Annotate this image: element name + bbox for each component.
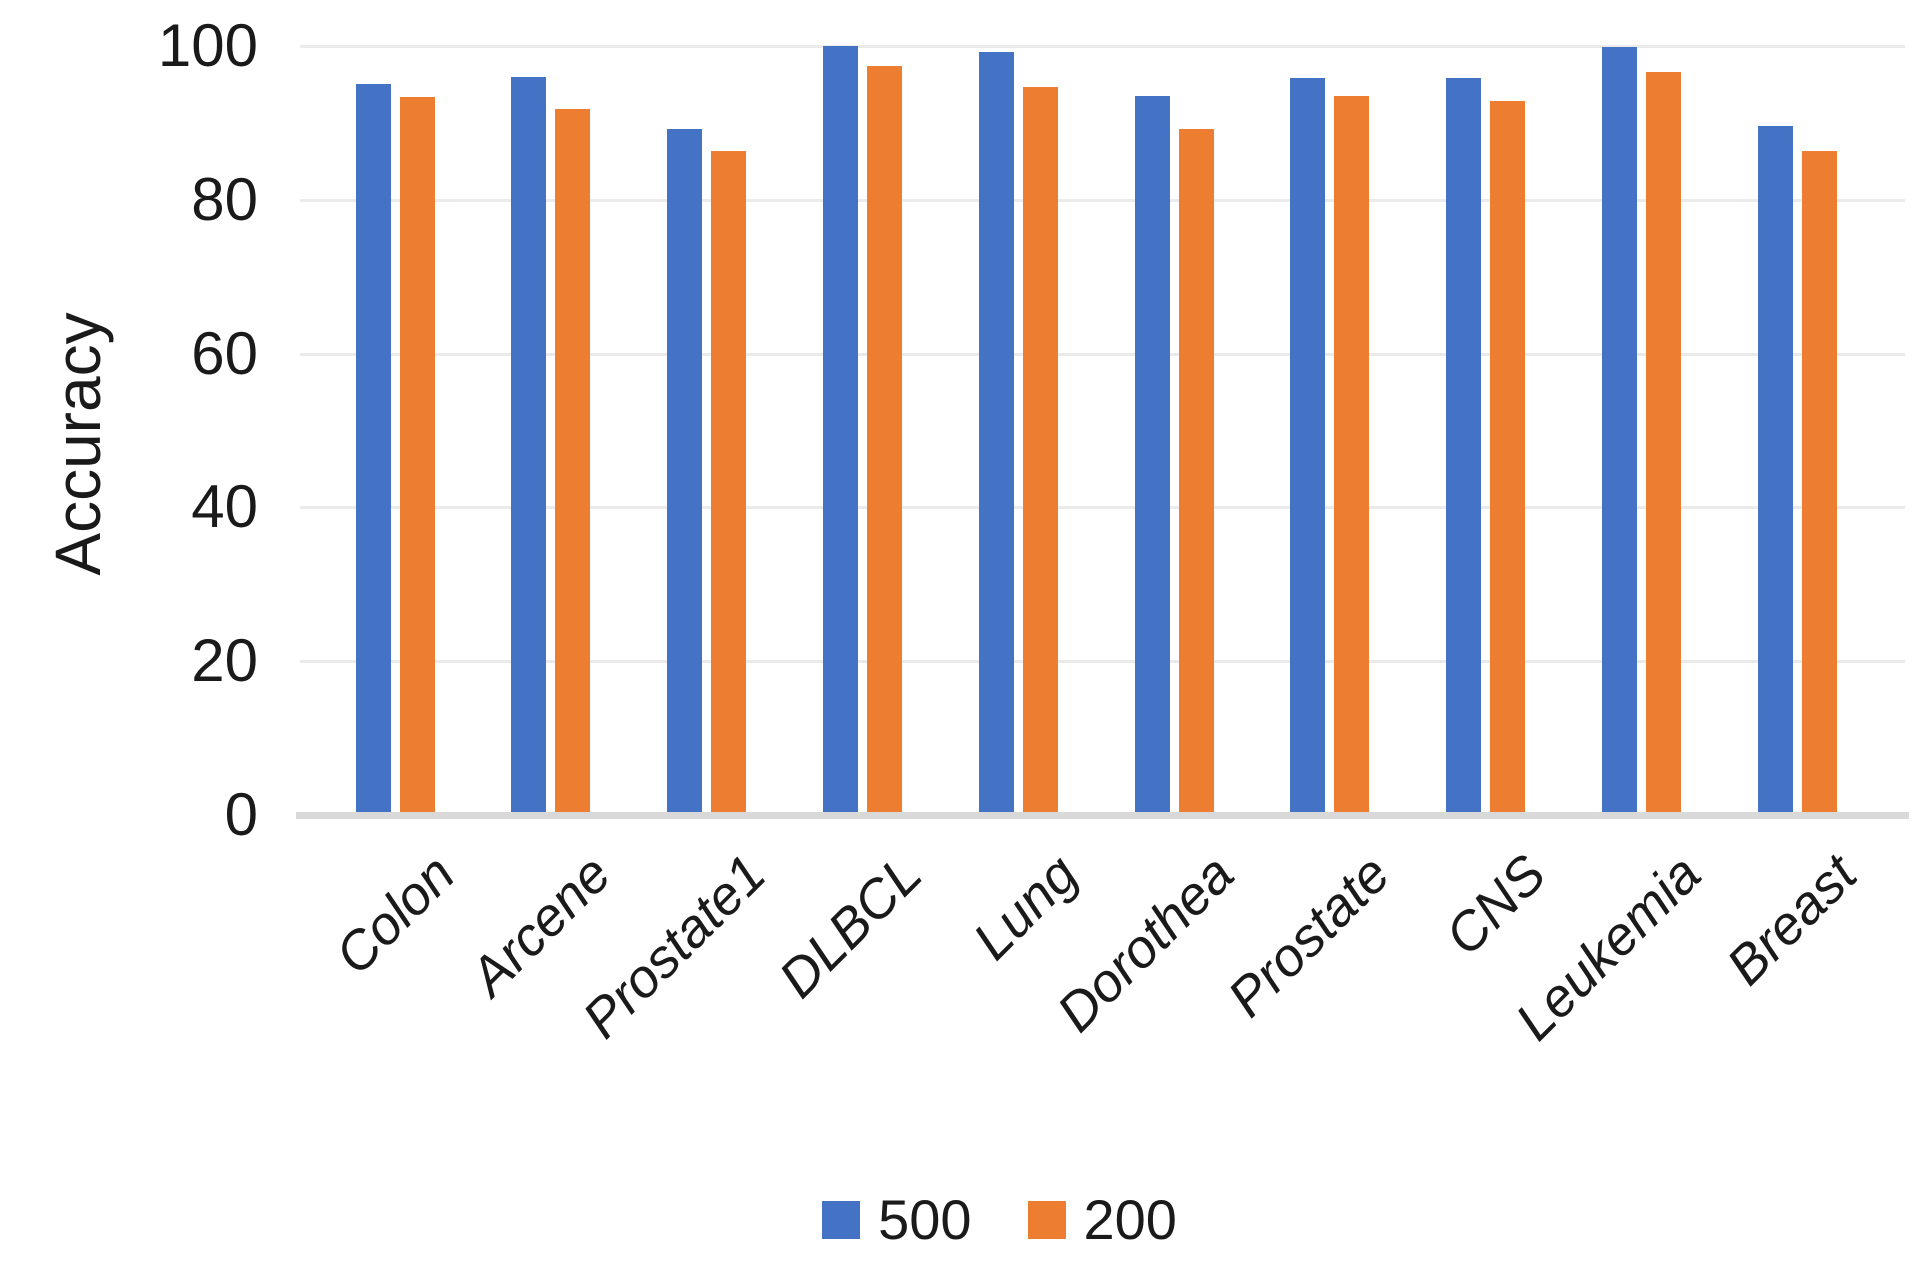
gridline-20 (300, 660, 1905, 664)
legend-entry-500: 500 (822, 1188, 972, 1251)
bar-200-leukemia (1645, 72, 1681, 815)
y-axis-title: Accuracy (42, 312, 114, 576)
y-tick-label-20: 20 (191, 627, 258, 695)
bar-500-leukemia (1601, 46, 1637, 815)
legend: 500 200 (0, 1192, 1913, 1248)
y-tick-label-0: 0 (224, 781, 258, 848)
bar-200-breast (1801, 150, 1837, 815)
gridline-100 (300, 45, 1905, 48)
legend-swatch-500 (822, 1201, 861, 1239)
plot-area: Colon Arcene Prostate1 DLBCL Lung Dorothea Pro… (296, 45, 1909, 1052)
y-tick-label-80: 80 (191, 165, 258, 233)
x-category-label-breast: Breast (1715, 843, 1869, 997)
bar-200-prostate1 (711, 151, 747, 815)
bar-200-arcene (555, 109, 591, 815)
bar-500-cns (1446, 77, 1482, 815)
gridline-40 (300, 506, 1905, 510)
x-category-label-dlbcl: DLBCL (768, 843, 934, 1010)
bar-200-lung (1022, 86, 1058, 815)
bar-500-arcene (511, 76, 547, 815)
bar-500-dlbcl (822, 46, 858, 815)
y-tick-label-40: 40 (191, 473, 258, 541)
legend-label-200: 200 (1083, 1188, 1177, 1251)
bar-200-dlbcl (866, 66, 902, 815)
x-category-label-lung: Lung (961, 843, 1090, 972)
bar-200-colon (399, 96, 435, 815)
legend-label-500: 500 (878, 1188, 972, 1251)
gridline-60 (300, 352, 1905, 356)
legend-swatch-200 (1027, 1201, 1066, 1239)
bar-200-dorothea (1178, 129, 1214, 815)
bar-500-lung (978, 52, 1014, 815)
x-category-label-prostate: Prostate (1216, 843, 1401, 1029)
bar-500-dorothea (1134, 96, 1170, 815)
x-axis-line (296, 812, 1909, 819)
y-tick-label-100: 100 (157, 12, 258, 79)
legend-entry-200: 200 (1027, 1188, 1177, 1251)
gridline-80 (300, 198, 1905, 202)
bar-500-prostate (1290, 77, 1326, 815)
bar-500-colon (355, 83, 391, 815)
y-tick-label-60: 60 (191, 319, 258, 387)
bar-500-breast (1757, 125, 1793, 815)
x-category-label-colon: Colon (323, 843, 467, 986)
bar-200-prostate (1334, 96, 1370, 815)
x-category-label-cns: CNS (1433, 843, 1557, 967)
bar-500-prostate1 (667, 129, 703, 815)
bar-200-cns (1490, 101, 1526, 815)
